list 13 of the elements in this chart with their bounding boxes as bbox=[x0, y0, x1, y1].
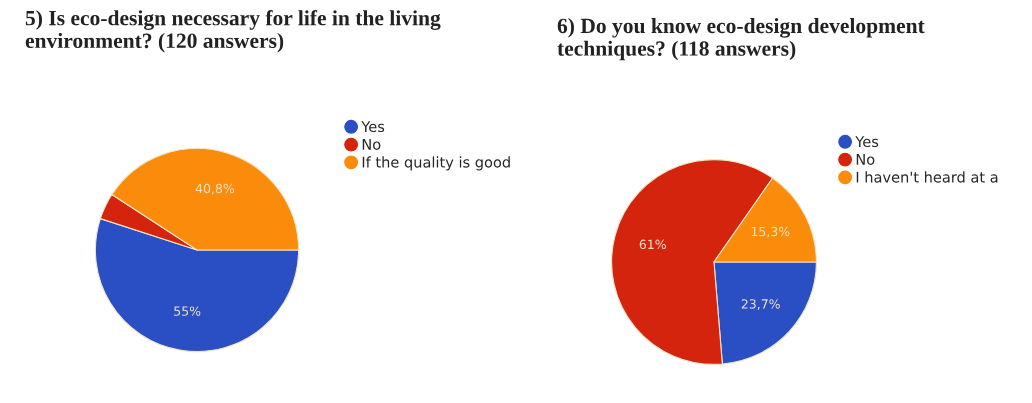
chart-title: 5) Is eco-design necessary for life in the living environment? (120 answers) bbox=[25, 10, 441, 53]
legend-label: Yes bbox=[855, 136, 879, 148]
legend-label: No bbox=[362, 139, 381, 150]
legend-label: Yes bbox=[361, 121, 385, 133]
data-label: 55% bbox=[174, 306, 201, 316]
data-label: 23,7% bbox=[741, 299, 780, 310]
legend-label: No bbox=[856, 154, 875, 165]
legend-label: I haven't heard at a bbox=[856, 171, 998, 183]
data-label: 61% bbox=[639, 239, 666, 250]
legend-label: If the quality is good bbox=[362, 156, 510, 171]
data-label: 15,3% bbox=[751, 226, 790, 238]
data-label: 40,8% bbox=[195, 183, 235, 195]
chart-title: 6) Do you know eco-design development techniques? (118 answers) bbox=[557, 18, 925, 61]
